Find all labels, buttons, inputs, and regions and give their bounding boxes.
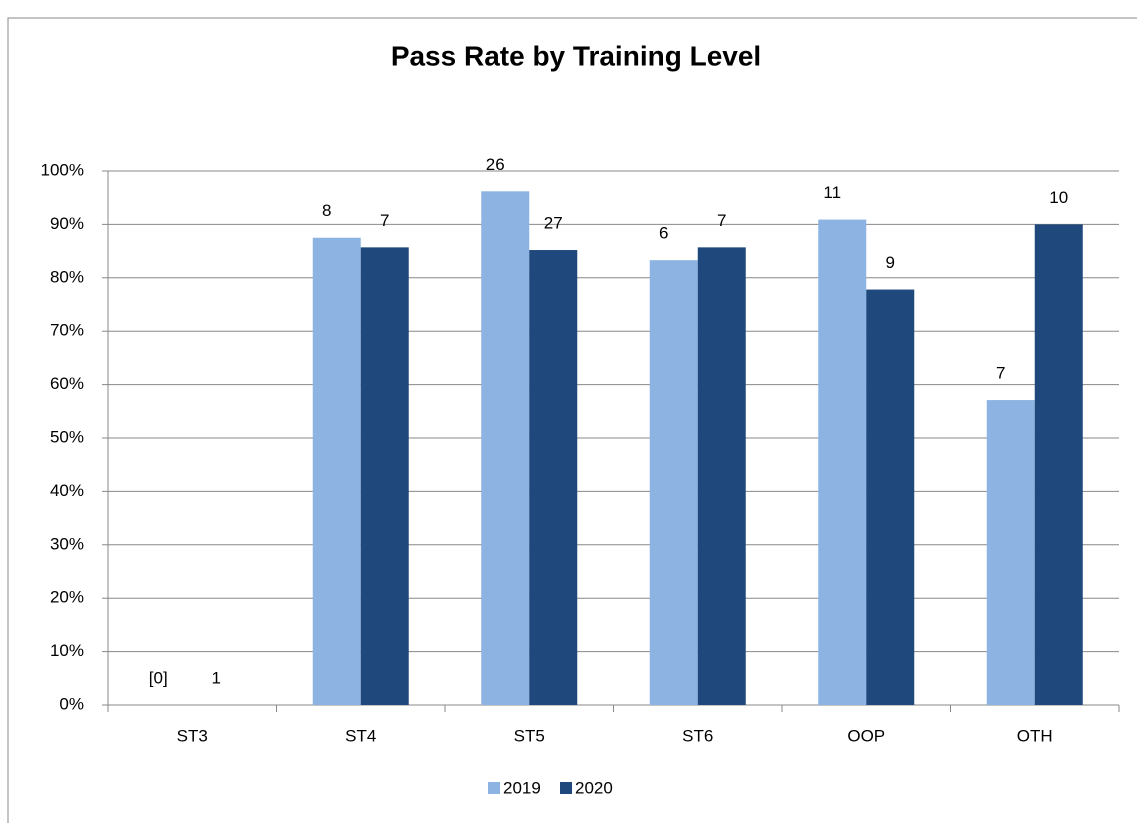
data-label: 1 [212, 668, 221, 687]
data-label: 9 [886, 253, 895, 272]
y-tick-label: 80% [50, 267, 84, 286]
bar [986, 400, 1035, 705]
y-tick-label: 60% [50, 374, 84, 393]
bar [866, 289, 915, 705]
data-label: 26 [486, 155, 505, 174]
y-tick-label: 70% [50, 321, 84, 340]
x-tick-label: OTH [1017, 726, 1053, 745]
bar [1034, 224, 1083, 705]
data-label: 8 [322, 201, 331, 220]
y-tick-label: 40% [50, 481, 84, 500]
y-tick-label: 10% [50, 641, 84, 660]
y-tick-label: 0% [59, 694, 84, 713]
data-label: 6 [659, 224, 668, 243]
data-label: 10 [1049, 188, 1068, 207]
bar [481, 191, 530, 706]
y-tick-label: 50% [50, 427, 84, 446]
y-tick-label: 20% [50, 588, 84, 607]
bar [529, 250, 578, 706]
bar [360, 247, 409, 705]
legend-swatch [488, 782, 500, 794]
y-tick-label: 30% [50, 534, 84, 553]
legend-swatch [560, 782, 572, 794]
bar [649, 260, 698, 705]
x-tick-label: ST6 [682, 726, 713, 745]
x-tick-label: ST5 [514, 726, 545, 745]
chart-title: Pass Rate by Training Level [391, 40, 761, 71]
legend-label: 2019 [503, 778, 541, 797]
legend-label: 2020 [575, 778, 613, 797]
data-label: 7 [380, 211, 389, 230]
data-label: [0] [149, 668, 168, 687]
y-tick-label: 100% [41, 160, 84, 179]
data-label: 11 [823, 183, 841, 202]
bar [312, 237, 361, 705]
bar [697, 247, 746, 705]
x-tick-label: OOP [847, 726, 885, 745]
bar [818, 219, 867, 705]
x-tick-label: ST3 [177, 726, 208, 745]
data-label: 7 [996, 364, 1005, 383]
y-tick-label: 90% [50, 214, 84, 233]
data-label: 27 [544, 214, 563, 233]
data-label: 7 [717, 211, 726, 230]
x-tick-label: ST4 [345, 726, 376, 745]
